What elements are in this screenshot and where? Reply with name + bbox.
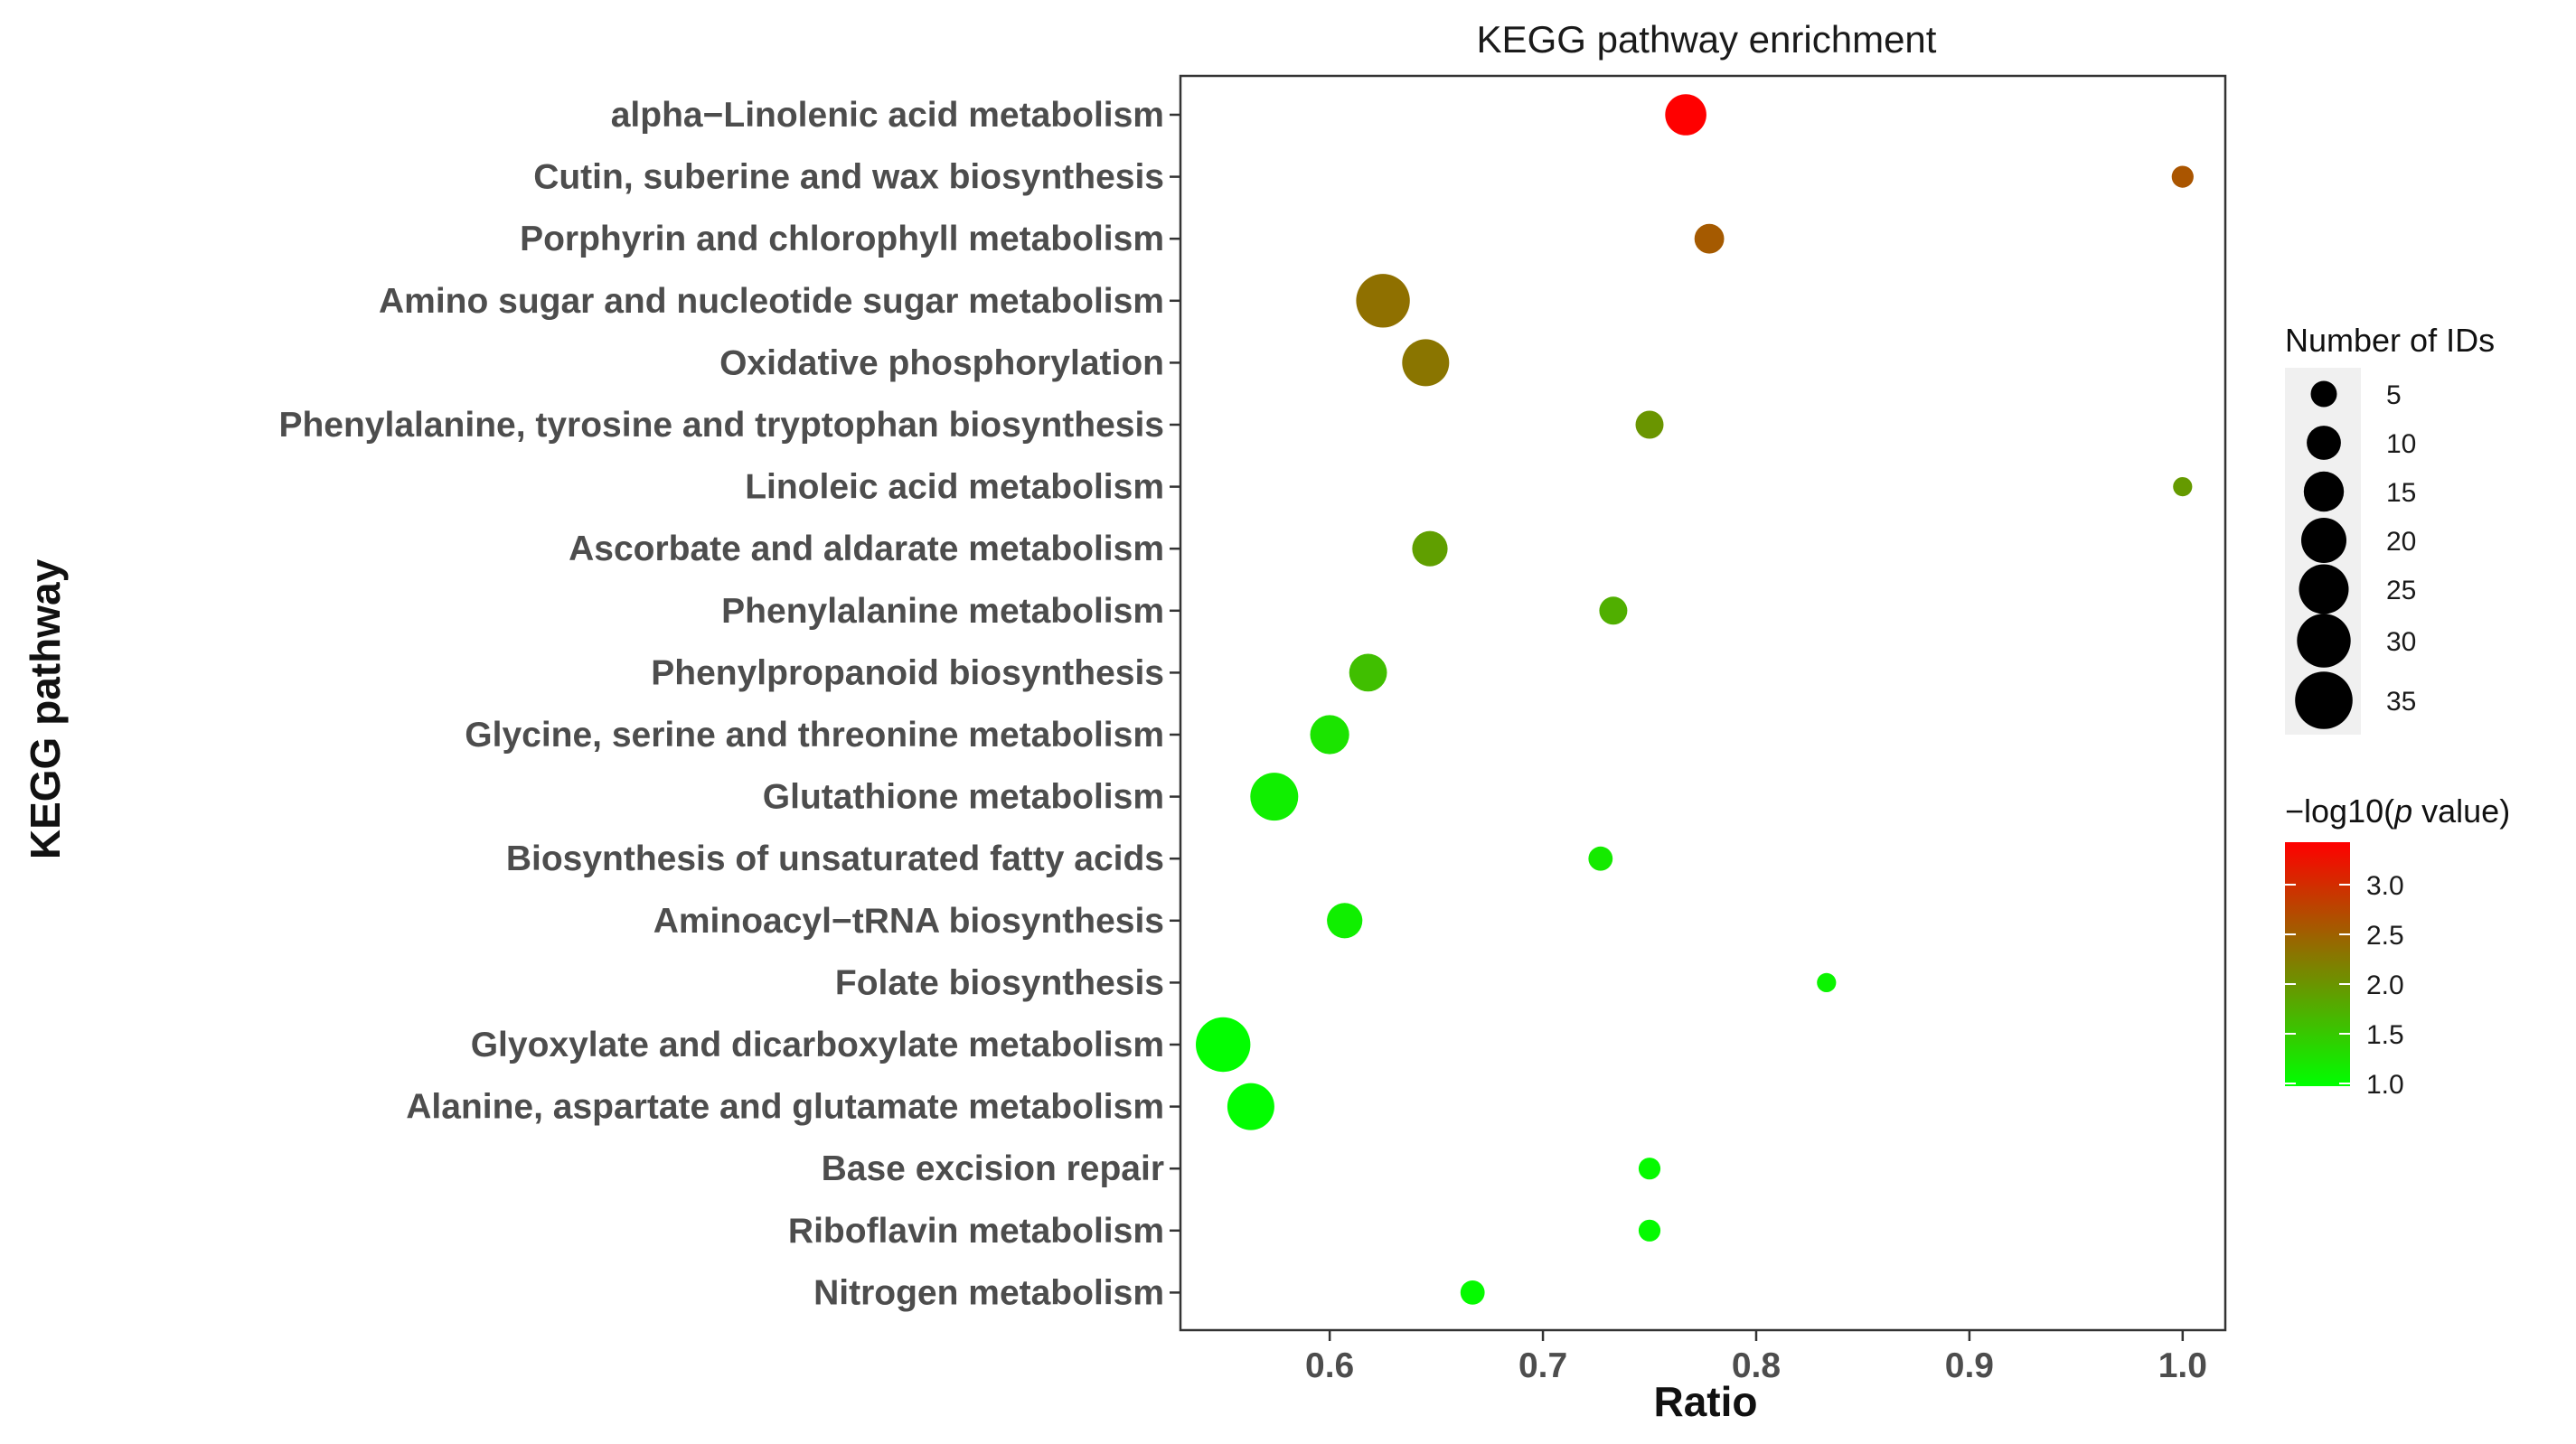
x-tick-labels: 0.6 0.7 0.8 0.9 1.0 [1305,1330,2207,1385]
y-axis-label: KEGG pathway [22,558,69,859]
y-tick-label: Oxidative phosphorylation [719,343,1164,382]
size-legend-label: 30 [2386,627,2416,657]
size-legend-title: Number of IDs [2285,322,2495,359]
size-legend-dot [2299,564,2349,614]
data-point [1227,1083,1274,1130]
y-tick-label: Cutin, suberine and wax biosynthesis [533,158,1164,197]
y-tick-label: Aminoacyl−tRNA biosynthesis [653,902,1164,941]
size-legend-label: 15 [2386,478,2416,508]
size-legend-label: 10 [2386,429,2416,459]
data-point [2171,165,2194,188]
color-legend-label: 2.5 [2366,921,2404,951]
data-points [1196,94,2194,1305]
y-tick-label: Glutathione metabolism [763,778,1164,817]
y-tick-label: Porphyrin and chlorophyll metabolism [520,220,1164,258]
data-point [1412,530,1448,567]
size-legend: 5 10 15 20 25 30 35 [2295,380,2416,729]
data-point [1460,1280,1485,1305]
y-tick-label: Alanine, aspartate and glutamate metabol… [406,1088,1164,1127]
color-legend-label: 1.0 [2366,1070,2404,1100]
size-legend-dot [2295,671,2353,729]
y-tick-label: Phenylalanine, tyrosine and tryptophan b… [278,406,1164,445]
size-legend-label: 5 [2386,380,2402,410]
data-point [1635,410,1664,439]
y-tick-label: Base excision repair [822,1149,1164,1188]
plot-panel [1179,74,2227,1332]
y-tick-label: Nitrogen metabolism [813,1273,1164,1312]
color-legend-title-suffix: value) [2412,792,2510,830]
y-tick-label: Riboflavin metabolism [788,1212,1164,1251]
y-tick-label: alpha−Linolenic acid metabolism [611,96,1164,135]
data-point [1327,903,1363,939]
y-tick-label: Phenylpropanoid biosynthesis [651,653,1164,692]
x-tick-label: 0.8 [1732,1346,1781,1385]
y-tick-label: Folate biosynthesis [835,963,1164,1002]
size-legend-dot [2310,380,2337,408]
color-legend-label: 2.0 [2366,970,2404,1000]
y-tick-label: Glycine, serine and threonine metabolism [465,716,1164,755]
x-axis-label: Ratio [1654,1378,1758,1425]
data-point [1694,223,1725,254]
color-legend-label: 3.0 [2366,871,2404,901]
size-legend-dot [2297,614,2351,668]
data-point [1250,773,1299,821]
color-legend-bar [2285,842,2350,1086]
data-point [1356,274,1410,328]
color-legend-title: −log10(p value) [2285,792,2510,830]
color-legend: 3.0 2.5 2.0 1.5 1.0 [2285,871,2404,1100]
data-point [1638,1219,1661,1242]
chart-title: KEGG pathway enrichment [1477,18,1937,61]
y-tick-label: Biosynthesis of unsaturated fatty acids [506,839,1164,878]
x-tick-label: 0.9 [1945,1346,1994,1385]
x-tick-label: 1.0 [2158,1346,2207,1385]
x-tick-label: 0.6 [1305,1346,1354,1385]
data-point [1665,94,1706,136]
data-point [1599,596,1628,625]
size-legend-label: 25 [2386,576,2416,605]
color-legend-title-italic: p [2393,792,2412,830]
color-legend-title-prefix: −log10( [2285,792,2394,830]
size-legend-label: 35 [2386,687,2416,717]
data-point [1638,1158,1661,1180]
size-legend-dot [2301,518,2346,563]
y-tick-label: Amino sugar and nucleotide sugar metabol… [379,282,1164,321]
data-point [2173,477,2193,497]
y-tick-label: Ascorbate and aldarate metabolism [569,530,1164,568]
data-point [1196,1017,1251,1073]
data-point [1817,972,1837,992]
y-tick-labels: alpha−Linolenic acid metabolism Cutin, su… [278,96,1180,1312]
size-legend-label: 20 [2386,527,2416,557]
size-legend-dot [2307,426,2341,460]
data-point [1349,653,1387,692]
y-tick-label: Phenylalanine metabolism [721,592,1164,631]
color-legend-label: 1.5 [2366,1020,2404,1050]
x-tick-label: 0.7 [1518,1346,1567,1385]
y-tick-label: Linoleic acid metabolism [745,468,1164,507]
data-point [1588,846,1613,871]
data-point [1310,715,1349,755]
size-legend-dot [2303,471,2345,512]
data-point [1402,339,1450,387]
y-tick-label: Glyoxylate and dicarboxylate metabolism [471,1026,1164,1064]
